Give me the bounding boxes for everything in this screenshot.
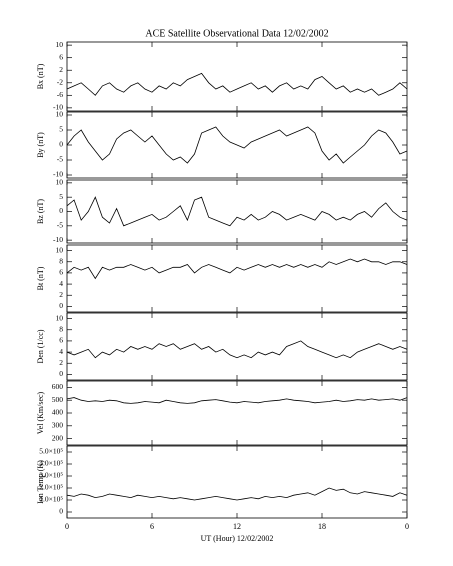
y-tick-label: 0 — [59, 301, 63, 310]
x-axis-label: UT (Hour) 12/02/2002 — [201, 534, 274, 543]
y-tick-label: 8 — [59, 256, 63, 265]
chart-title: ACE Satellite Observational Data 12/02/2… — [145, 28, 328, 39]
y-tick-label: 6 — [59, 52, 63, 61]
data-line — [66, 487, 408, 501]
data-line — [66, 397, 408, 404]
y-tick-label: 10 — [56, 110, 64, 119]
y-axis-label: Den (1/cc) — [36, 329, 45, 363]
x-tick-label: 12 — [233, 522, 241, 531]
y-tick-label: 0 — [59, 140, 63, 149]
y-axis-label: Vel (Km/sec) — [36, 391, 45, 434]
y-tick-label: -10 — [53, 103, 63, 112]
y-tick-label: 400 — [52, 408, 64, 417]
y-tick-label: 10 — [56, 313, 64, 322]
data-line — [66, 72, 408, 96]
y-tick-label: 2 — [59, 358, 63, 367]
y-tick-label: 0 — [59, 507, 63, 516]
y-tick-label: 600 — [52, 382, 64, 391]
panel-frame — [66, 41, 408, 112]
y-tick-label: 1.0×10⁵ — [39, 495, 63, 504]
y-axis-label: Bx (nT) — [36, 63, 45, 89]
x-tick-label: 0 — [405, 522, 409, 531]
y-tick-label: 4.0×10⁵ — [39, 459, 63, 468]
data-line — [66, 126, 408, 164]
y-tick-label: 200 — [52, 433, 64, 442]
y-tick-label: 6 — [59, 268, 63, 277]
panel-frame — [66, 445, 408, 519]
x-tick-label: 6 — [150, 522, 154, 531]
y-tick-label: 500 — [52, 395, 64, 404]
y-axis-label: By (nT) — [36, 132, 45, 158]
y-axis-label: Bz (nT) — [36, 199, 45, 224]
y-tick-label: -5 — [57, 155, 63, 164]
y-axis-label: Ion Temp (K) — [36, 460, 45, 504]
y-tick-label: 2.0×10⁵ — [39, 483, 63, 492]
y-tick-label: 5.0×10⁵ — [39, 447, 63, 456]
y-tick-label: 8 — [59, 324, 63, 333]
y-tick-label: 5 — [59, 192, 63, 201]
y-tick-label: -10 — [53, 235, 63, 244]
panel-frame — [66, 380, 408, 446]
y-tick-label: 0 — [59, 206, 63, 215]
data-line — [66, 196, 408, 227]
y-tick-label: 10 — [56, 178, 64, 187]
y-tick-label: 2 — [59, 65, 63, 74]
data-line — [66, 258, 408, 280]
panel-frame — [66, 312, 408, 381]
y-tick-label: 5 — [59, 125, 63, 134]
y-tick-label: 3.0×10⁵ — [39, 471, 63, 480]
y-tick-label: -10 — [53, 170, 63, 179]
y-tick-label: 0 — [59, 369, 63, 378]
panel-frame — [66, 244, 408, 313]
y-tick-label: -5 — [57, 221, 63, 230]
data-line — [66, 340, 408, 359]
y-axis-label: Bt (nT) — [36, 266, 45, 290]
y-tick-label: 4 — [59, 279, 63, 288]
x-tick-label: 0 — [65, 522, 69, 531]
y-tick-label: 2 — [59, 290, 63, 299]
y-tick-label: 300 — [52, 421, 64, 430]
y-tick-label: -6 — [57, 90, 63, 99]
y-tick-label: 10 — [56, 245, 64, 254]
y-tick-label: 4 — [59, 347, 63, 356]
y-tick-label: 6 — [59, 336, 63, 345]
x-tick-label: 18 — [318, 522, 326, 531]
y-tick-label: -2 — [57, 77, 63, 86]
y-tick-label: 10 — [56, 40, 64, 49]
